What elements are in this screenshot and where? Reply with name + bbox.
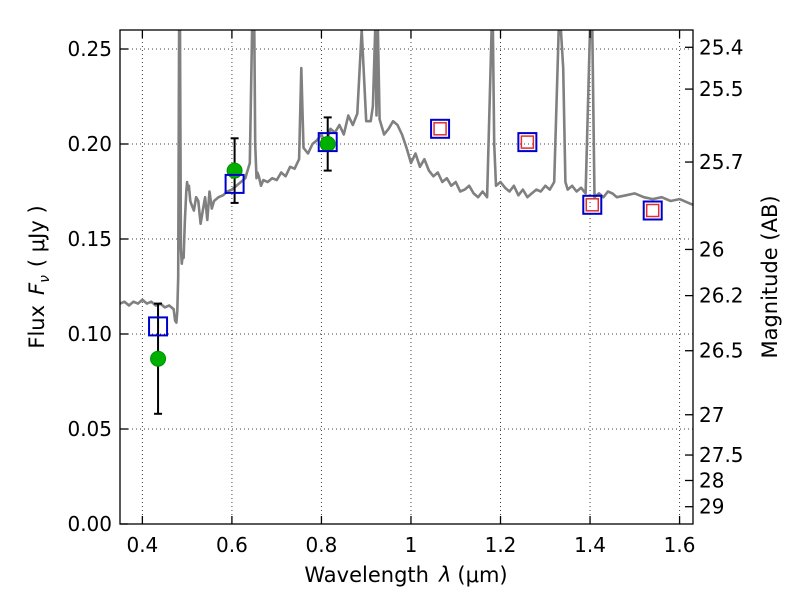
y2-tick-label-2: 25.7 [699,150,744,174]
x-tick-label-3: 1 [405,533,418,557]
x-tick-label-0: 0.4 [126,533,158,557]
x-tick-label-1: 0.6 [216,533,248,557]
y2-tick-label-6: 27 [699,403,724,427]
y2-tick-label-8: 28 [699,468,724,492]
model-square-4 [517,132,538,153]
plot-frame [119,29,694,525]
tick-labels: 0.4 0.6 0.8 1 1.2 1.4 1.6 0.00 0.05 0.10 0.15 0.20 0… [67,35,743,557]
y-tick-label-1: 0.05 [67,417,112,441]
grid-lines [120,30,693,525]
plot-area [120,30,693,415]
estimate-square-0 [433,122,447,136]
y-axis-label: FluxFν( μJy ) [25,205,53,348]
x-tick-label-6: 1.6 [664,533,696,557]
y-tick-label-5: 0.25 [67,37,112,61]
y-tick-label-2: 0.10 [67,322,112,346]
markers-layer [148,116,663,415]
model-square-0 [148,316,169,337]
model-square-6 [642,200,663,221]
y-tick-label-3: 0.15 [67,227,112,251]
model-spectrum-line [120,30,693,324]
model-square-3 [430,118,451,139]
observed-point-0 [150,350,167,367]
model-square-2 [317,132,338,153]
estimate-square-1 [520,135,535,149]
y-tick-label-4: 0.20 [67,132,112,156]
y2-tick-label-9: 29 [699,495,724,519]
x-axis-label: Wavelength λ (μm) [304,563,507,587]
observed-point-2 [319,136,336,152]
estimate-square-3 [645,203,660,218]
axis-ticks [120,30,693,525]
y2-tick-label-3: 26 [699,237,724,261]
y2-tick-label-4: 26.2 [699,284,744,308]
y-tick-label-0: 0.00 [67,512,112,536]
x-tick-label-5: 1.4 [574,533,606,557]
x-tick-label-4: 1.2 [485,533,517,557]
y2-tick-label-0: 25.4 [699,35,744,59]
y2-tick-label-5: 26.5 [699,339,744,363]
model-square-1 [224,173,245,194]
y2-tick-label-1: 25.5 [699,77,744,101]
y2-axis-label: Magnitude (AB) [758,195,782,358]
model-square-5 [582,194,603,215]
x-tick-label-2: 0.8 [306,533,338,557]
y2-tick-label-7: 27.5 [699,443,744,467]
estimate-square-2 [585,198,600,212]
